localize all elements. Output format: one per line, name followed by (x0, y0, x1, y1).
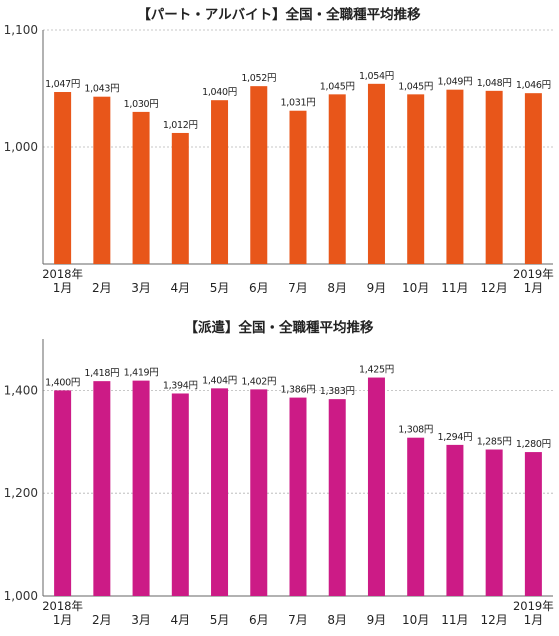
chart1-x-tick-label: 11月 (441, 281, 468, 295)
chart1-x-tick-label: 3月 (131, 281, 151, 295)
chart2-ytick-label: 1,200 (4, 486, 38, 500)
chart2-x-tick-label: 2月 (92, 613, 112, 627)
chart2-x-tick-label: 6月 (249, 613, 269, 627)
chart2-x-tick-label: 1月 (524, 613, 544, 627)
chart2-data-label: 1,418円 (84, 368, 119, 379)
chart2-x-tick-label: 10月 (402, 613, 429, 627)
chart1-data-label: 1,043円 (84, 84, 119, 95)
chart1-bar (524, 93, 542, 265)
chart1-data-label: 1,049円 (437, 77, 472, 88)
chart2-ytick-label: 1,000 (4, 589, 38, 603)
chart1-bar (289, 110, 307, 264)
chart2-data-label: 1,280円 (516, 439, 551, 450)
chart2-x-tick-label: 9月 (367, 613, 387, 627)
chart1-x-tick-label: 1月 (53, 281, 73, 295)
chart1-x-tick-label: 6月 (249, 281, 269, 295)
chart1-x-tick-label: 7月 (288, 281, 308, 295)
chart1-data-label: 1,045円 (320, 81, 355, 92)
chart2-x-tick-label: 4月 (170, 613, 190, 627)
chart1-bar (93, 96, 111, 264)
chart2-data-label: 1,394円 (163, 380, 198, 391)
chart2-bar (367, 377, 385, 596)
chart1-ytick-label: 1,100 (4, 23, 38, 37)
chart1-x-tick-label: 12月 (481, 281, 508, 295)
chart2-bar (289, 397, 307, 596)
chart1-data-label: 1,040円 (202, 87, 237, 98)
chart2-year-end-label: 2019年 (513, 599, 554, 613)
chart1-title: 【パート・アルバイト】全国・全職種平均推移 (137, 6, 421, 23)
chart2-data-label: 1,404円 (202, 375, 237, 386)
chart2-x-tick-label: 12月 (481, 613, 508, 627)
chart1-bar (328, 94, 346, 264)
chart1-x-tick-label: 2月 (92, 281, 112, 295)
chart1-bar (367, 83, 385, 264)
chart-part-time: 【パート・アルバイト】全国・全職種平均推移 1,000 1,100 1,047円 1月… (4, 6, 554, 295)
chart2-x-tick-label: 5月 (210, 613, 230, 627)
chart1-data-label: 1,030円 (124, 99, 159, 110)
chart2-year-start-label: 2018年 (42, 599, 83, 613)
chart1-bar (54, 92, 72, 264)
chart2-data-label: 1,425円 (359, 365, 394, 376)
chart1-x-tick-label: 1月 (524, 281, 544, 295)
chart2-bar (328, 399, 346, 596)
chart1-year-end-label: 2019年 (513, 267, 554, 281)
chart1-data-label: 1,052円 (241, 73, 276, 84)
chart2-bar (211, 388, 229, 596)
chart2-data-label: 1,402円 (241, 376, 276, 387)
chart2-title: 【派遣】全国・全職種平均推移 (185, 319, 374, 336)
chart1-bar (132, 111, 150, 265)
chart1-x-tick-label: 10月 (402, 281, 429, 295)
chart2-bar (250, 389, 268, 596)
chart2-data-label: 1,383円 (320, 386, 355, 397)
chart1-bar (446, 89, 464, 264)
chart1-data-label: 1,045円 (398, 81, 433, 92)
chart2-bar (485, 449, 503, 596)
chart1-x-tick-label: 8月 (327, 281, 347, 295)
chart1-bar (211, 100, 229, 264)
chart1-year-start-label: 2018年 (42, 267, 83, 281)
chart1-data-label: 1,047円 (45, 79, 80, 90)
chart2-x-tick-label: 11月 (441, 613, 468, 627)
chart1-data-label: 1,031円 (281, 98, 316, 109)
chart2-x-tick-label: 8月 (327, 613, 347, 627)
chart2-data-label: 1,294円 (437, 432, 472, 443)
chart1-data-label: 1,048円 (477, 78, 512, 89)
chart2-bar (446, 444, 464, 596)
chart1-ytick-label: 1,000 (4, 140, 38, 154)
chart2-data-label: 1,419円 (124, 368, 159, 379)
chart2-data-label: 1,400円 (45, 377, 80, 388)
chart1-x-tick-label: 5月 (210, 281, 230, 295)
chart1-bar (250, 86, 268, 264)
chart-dispatch: 【派遣】全国・全職種平均推移 1,0001,2001,4001,400円1月1,… (4, 319, 554, 627)
chart1-plot: 1,000 1,100 1,047円 1月 1,043円 2月 1,030円 3月 1,012円… (4, 23, 554, 295)
chart2-bar (132, 380, 150, 596)
chart1-data-label: 1,012円 (163, 120, 198, 131)
chart1-bar (407, 94, 425, 264)
chart2-data-label: 1,285円 (477, 437, 512, 448)
chart1-data-label: 1,054円 (359, 71, 394, 82)
chart2-plot: 1,000 1,200 1,400 1,400円 1月 1,418円 2月 1,419円 3月 1… (4, 339, 554, 627)
chart2-bar (93, 381, 111, 596)
chart2-bar (407, 437, 425, 596)
chart2-data-label: 1,308円 (398, 425, 433, 436)
chart2-data-label: 1,386円 (281, 385, 316, 396)
chart2-bar (54, 390, 72, 596)
chart2-x-tick-label: 7月 (288, 613, 308, 627)
chart1-bar (171, 132, 189, 264)
chart2-bar (524, 452, 542, 596)
chart1-x-tick-label: 4月 (170, 281, 190, 295)
chart1-data-label: 1,046円 (516, 80, 551, 91)
chart2-x-tick-label: 3月 (131, 613, 151, 627)
chart1-x-tick-label: 9月 (367, 281, 387, 295)
chart1-bar (485, 90, 503, 264)
chart2-x-tick-label: 1月 (53, 613, 73, 627)
chart2-ytick-label: 1,400 (4, 383, 38, 397)
chart2-bar (171, 393, 189, 596)
